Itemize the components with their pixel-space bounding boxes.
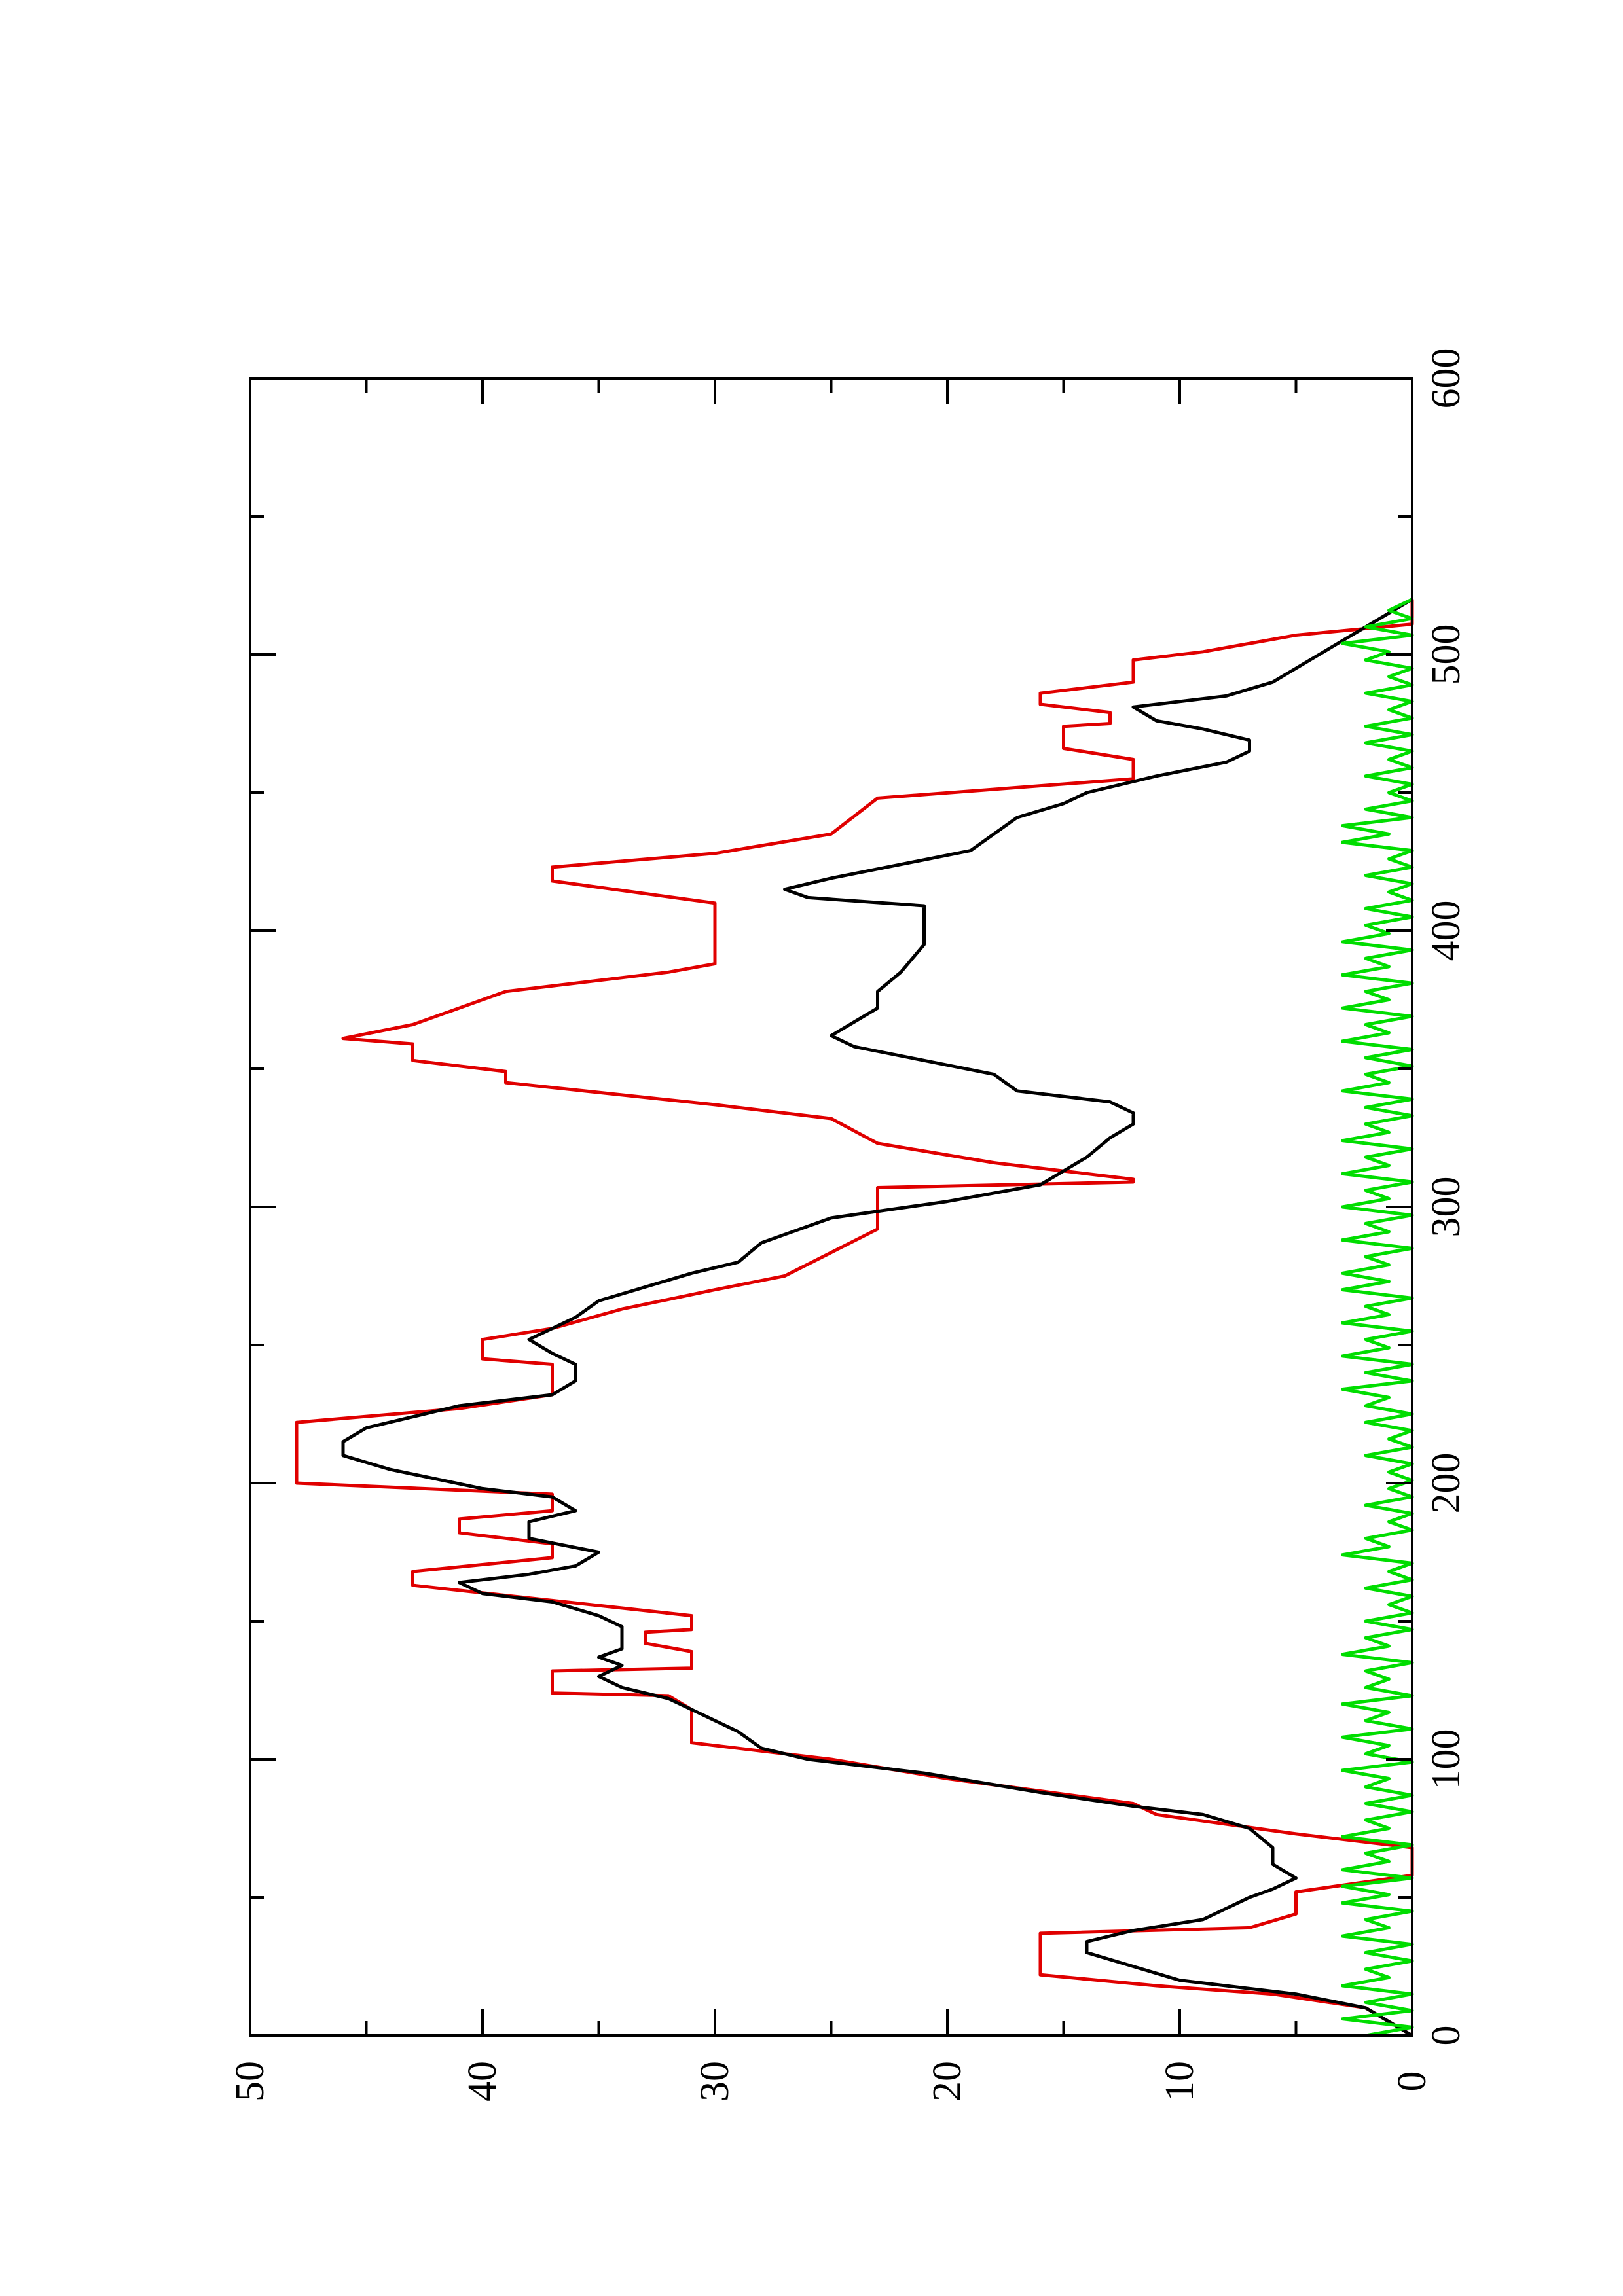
series-line-3 [1341, 598, 1414, 2037]
x-tick-label: 500 [1424, 624, 1468, 685]
x-tick-label: 200 [1424, 1453, 1468, 1514]
y-tick-label: 10 [1158, 2061, 1202, 2102]
x-tick-label: 100 [1424, 1729, 1468, 1790]
x-tick-label: 400 [1424, 901, 1468, 961]
y-tick-label: 20 [925, 2061, 970, 2102]
x-tick-label: 300 [1424, 1177, 1468, 1238]
labels-layer: 0 100 200 300 400 500 600 0 10 20 30 40 50 [228, 348, 1468, 2102]
x-tick-label: 0 [1424, 2026, 1468, 2046]
series-layer [295, 598, 1414, 2037]
y-tick-label: 0 [1390, 2072, 1434, 2092]
x-tick-label: 600 [1424, 348, 1468, 409]
ticks-layer [249, 377, 1413, 2037]
series-line-2 [341, 598, 1413, 2037]
y-tick-label: 40 [460, 2061, 505, 2102]
plot-frame [249, 377, 1413, 2037]
series-line-1 [295, 599, 1414, 2037]
y-tick-label: 30 [693, 2061, 737, 2102]
y-tick-label: 50 [228, 2061, 272, 2102]
